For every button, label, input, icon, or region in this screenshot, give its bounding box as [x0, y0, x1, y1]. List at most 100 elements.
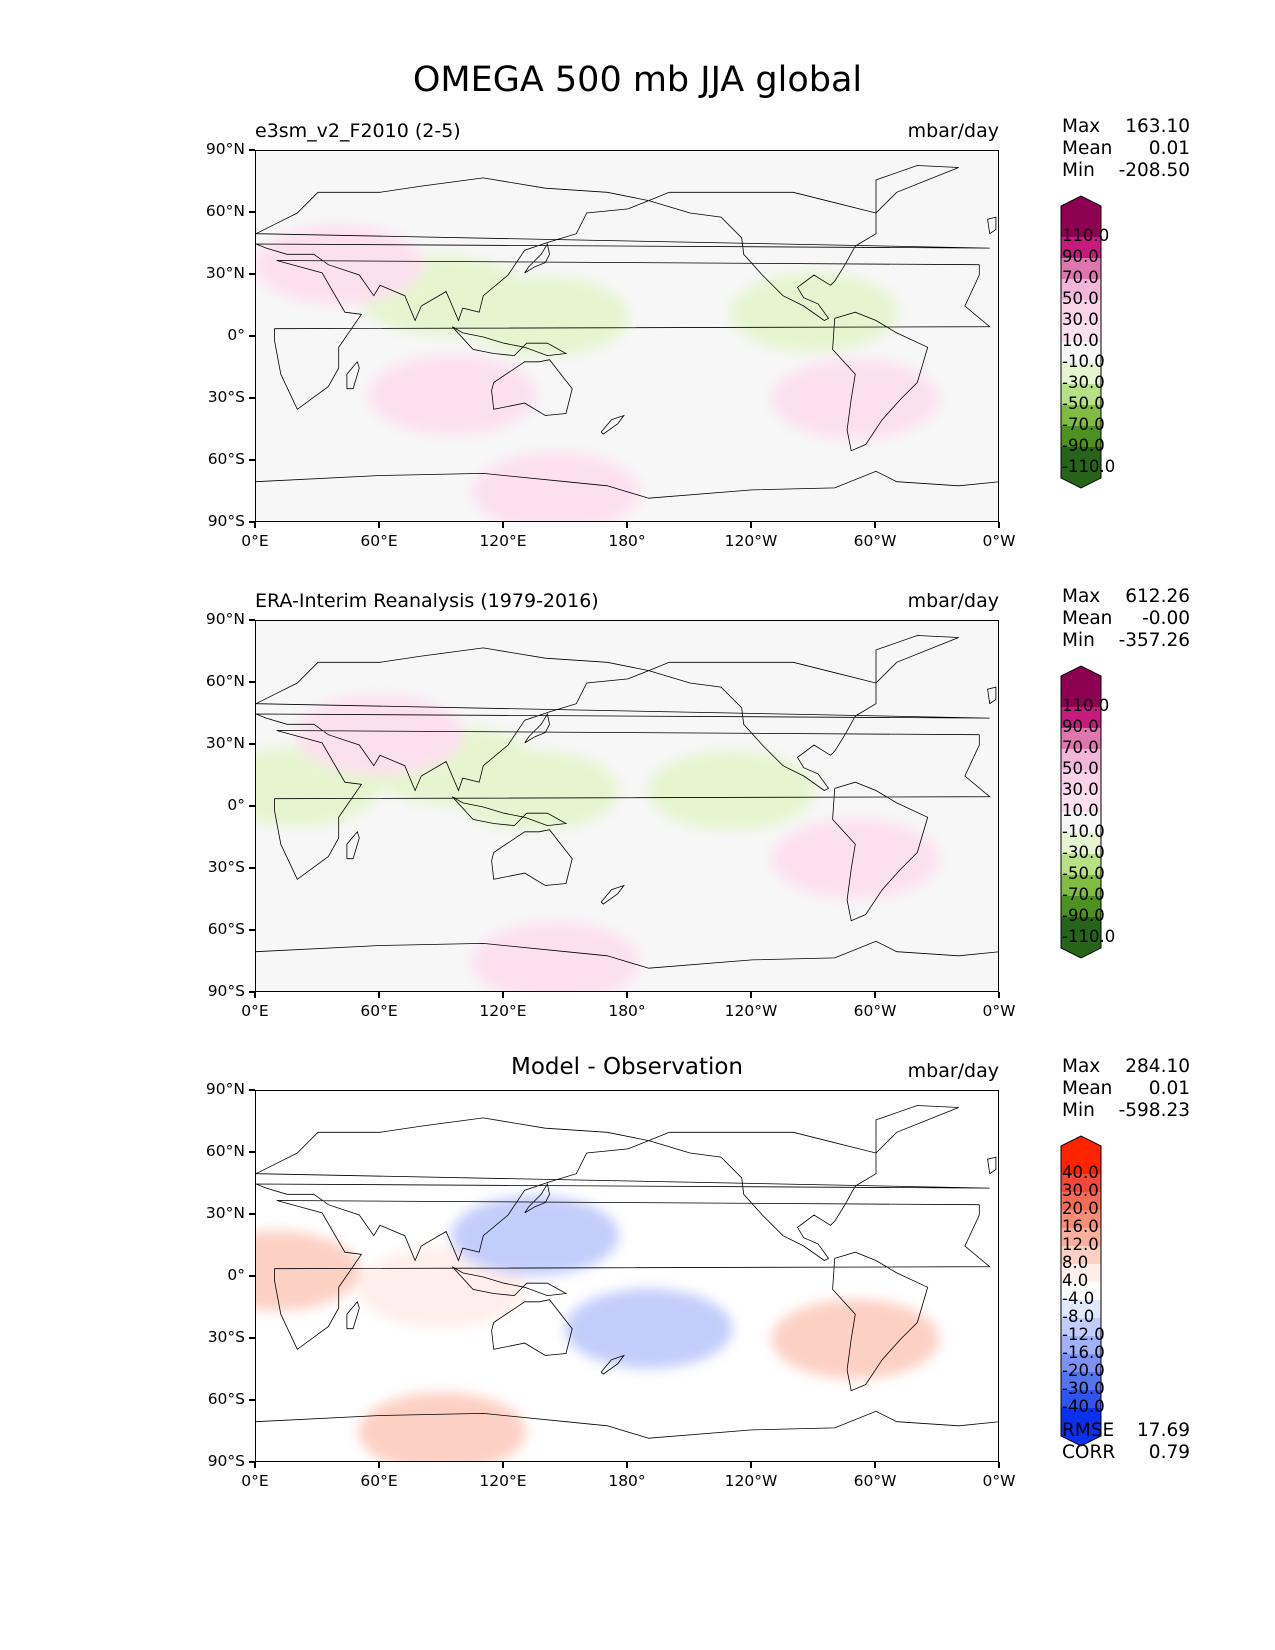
colorbar-tick-label: 10.0 — [1062, 331, 1099, 350]
stat-value: 0.01 — [1148, 138, 1190, 159]
y-tickmark — [249, 1275, 255, 1277]
x-tickmark — [502, 1462, 504, 1468]
stat-value: -357.26 — [1118, 630, 1190, 651]
y-tick-label: 60°S — [207, 1390, 245, 1408]
stat-label: Mean — [1062, 608, 1113, 629]
x-tickmark — [874, 1462, 876, 1468]
colorbar-tick-label: 16.0 — [1062, 1217, 1099, 1236]
y-tickmark — [249, 1089, 255, 1091]
units-label: mbar/day — [907, 120, 999, 142]
colorbar — [1060, 195, 1102, 493]
contour-region — [771, 818, 940, 899]
colorbar-tick-label: -70.0 — [1062, 885, 1105, 904]
x-tickmark — [750, 522, 752, 528]
contour-region — [771, 1299, 940, 1379]
colorbar-tick-label: 90.0 — [1062, 717, 1099, 736]
colorbar-tick-label: -110.0 — [1062, 927, 1116, 946]
colorbar-segment — [1061, 854, 1101, 876]
stat-label: Min — [1062, 630, 1095, 651]
x-tick-label: 0°W — [982, 1472, 1016, 1490]
x-tickmark — [750, 992, 752, 998]
contour-region — [647, 750, 816, 831]
colorbar-segment — [1061, 384, 1101, 406]
colorbar-tick-label: -50.0 — [1062, 864, 1105, 883]
colorbar-segment — [1061, 1156, 1101, 1175]
colorbar-segment — [1061, 216, 1101, 238]
colorbar-extend-top — [1061, 1136, 1101, 1156]
y-tick-label: 60°S — [207, 450, 245, 468]
colorbar-segment — [1061, 1192, 1101, 1211]
contour-region — [256, 1230, 361, 1311]
colorbar-segment — [1061, 1336, 1101, 1355]
colorbar-segment — [1061, 1282, 1101, 1301]
contour-region — [564, 1288, 733, 1369]
colorbar-segment — [1061, 258, 1101, 280]
colorbar-segment — [1061, 237, 1101, 259]
y-tickmark — [249, 805, 255, 807]
y-tick-label: 30°S — [207, 1328, 245, 1346]
x-tickmark — [502, 992, 504, 998]
y-tick-label: 90°S — [207, 512, 245, 530]
colorbar-segment — [1061, 321, 1101, 343]
y-tick-label: 60°N — [205, 202, 245, 220]
x-tick-label: 60°E — [360, 532, 398, 550]
colorbar-tick-label: 50.0 — [1062, 759, 1099, 778]
colorbar-segment — [1061, 707, 1101, 729]
y-tick-label: 90°S — [207, 1452, 245, 1470]
x-tick-label: 120°E — [479, 532, 527, 550]
colorbar-segment — [1061, 875, 1101, 897]
coastline — [256, 635, 998, 969]
stat-value: 284.10 — [1125, 1056, 1190, 1077]
units-label: mbar/day — [907, 1060, 999, 1082]
colorbar-tick-label: -30.0 — [1062, 843, 1105, 862]
colorbar-segment — [1061, 1390, 1101, 1409]
y-tickmark — [249, 1151, 255, 1153]
y-tick-label: 90°N — [205, 610, 245, 628]
stat-value: -208.50 — [1118, 160, 1190, 181]
colorbar-tick-label: 10.0 — [1062, 801, 1099, 820]
coastline — [256, 165, 998, 499]
contour-map — [255, 1090, 999, 1462]
colorbar-tick-label: -10.0 — [1062, 822, 1105, 841]
contour-map — [255, 150, 999, 522]
colorbar-tick-label: 30.0 — [1062, 310, 1099, 329]
y-tickmark — [249, 619, 255, 621]
colorbar-segment — [1061, 1300, 1101, 1319]
x-tick-label: 120°W — [724, 1002, 778, 1020]
colorbar-segment — [1061, 405, 1101, 427]
panel-title: e3sm_v2_F2010 (2-5) — [255, 120, 461, 142]
colorbar-tick-label: -70.0 — [1062, 415, 1105, 434]
stat-label: Min — [1062, 1100, 1095, 1121]
colorbar-segment — [1061, 728, 1101, 750]
x-tickmark — [626, 992, 628, 998]
y-tick-label: 90°S — [207, 982, 245, 1000]
stat-label: Max — [1062, 586, 1101, 607]
colorbar-tick-label: 70.0 — [1062, 738, 1099, 757]
colorbar-tick-label: -12.0 — [1062, 1325, 1105, 1344]
colorbar-tick-label: 50.0 — [1062, 289, 1099, 308]
colorbar-segment — [1061, 447, 1101, 469]
x-tickmark — [378, 522, 380, 528]
y-tickmark — [249, 273, 255, 275]
x-tick-label: 60°W — [853, 1472, 897, 1490]
stats-box: Max 284.10 Mean 0.01 Min -598.23 — [1062, 1056, 1190, 1122]
contour-region — [771, 359, 940, 439]
y-tickmark — [249, 149, 255, 151]
colorbar-tick-label: -8.0 — [1062, 1307, 1095, 1326]
y-tick-label: 60°N — [205, 1142, 245, 1160]
colorbar-segment — [1061, 833, 1101, 855]
x-tickmark — [998, 992, 1000, 998]
y-tickmark — [249, 459, 255, 461]
x-tickmark — [998, 1462, 1000, 1468]
units-label: mbar/day — [907, 590, 999, 612]
contour-region — [730, 272, 898, 353]
contour-region — [461, 276, 630, 357]
colorbar-segment — [1061, 749, 1101, 771]
x-tick-label: 120°E — [479, 1002, 527, 1020]
y-tickmark — [249, 743, 255, 745]
x-tickmark — [502, 522, 504, 528]
coastline — [256, 1105, 998, 1439]
contour-region — [358, 1392, 526, 1461]
colorbar-tick-label: 4.0 — [1062, 1271, 1089, 1290]
x-tick-label: 120°E — [479, 1472, 527, 1490]
